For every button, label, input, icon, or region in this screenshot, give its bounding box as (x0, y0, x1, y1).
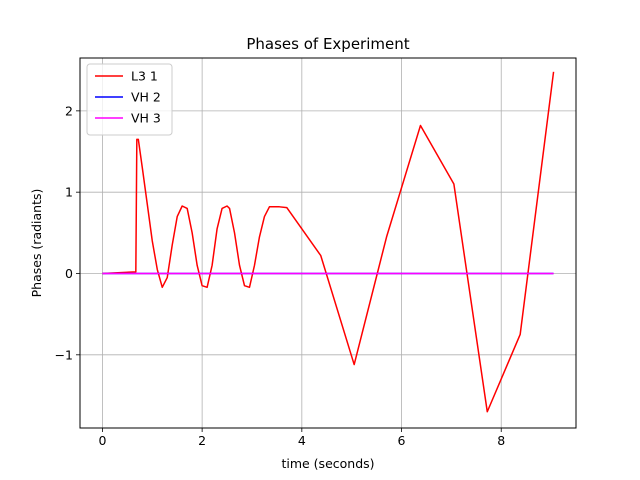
x-tick-label: 6 (398, 433, 406, 448)
x-tick-label: 2 (198, 433, 206, 448)
x-tick-label: 0 (98, 433, 106, 448)
plot-frame (79, 57, 577, 429)
x-axis-label: time (seconds) (281, 456, 374, 471)
legend: L3 1 VH 2 VH 3 (86, 63, 173, 136)
x-tick-label: 4 (298, 433, 306, 448)
ticks: 0 2 4 6 8 −1 0 1 2 (55, 103, 506, 448)
legend-label: VH 2 (131, 90, 161, 105)
x-tick-label: 8 (497, 433, 505, 448)
y-axis-label: Phases (radiants) (29, 189, 44, 298)
legend-label: VH 3 (131, 111, 161, 126)
y-tick-label: 0 (65, 266, 73, 281)
chart-title: Phases of Experiment (246, 35, 409, 53)
y-tick-label: 2 (65, 103, 73, 118)
y-tick-label: −1 (55, 347, 73, 362)
legend-label: L3 1 (131, 69, 158, 84)
y-tick-label: 1 (65, 185, 73, 200)
series-lines (102, 71, 555, 413)
